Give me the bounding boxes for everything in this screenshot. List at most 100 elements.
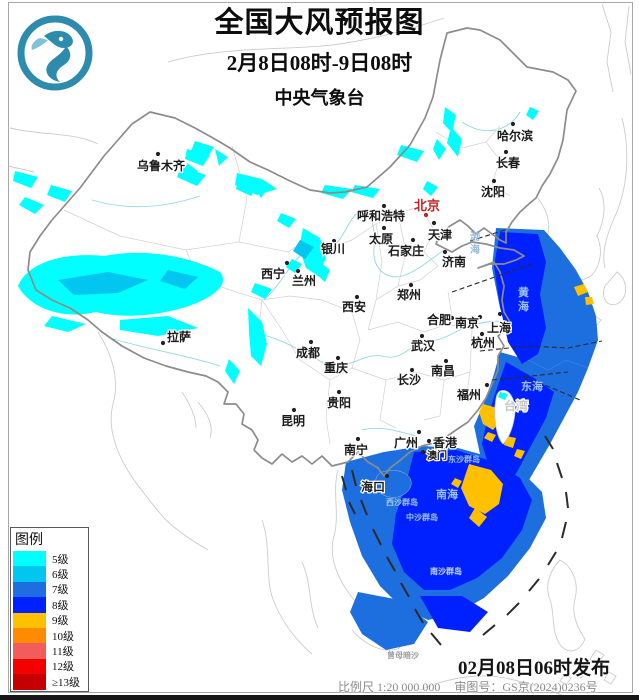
city-label: 香港 (432, 435, 458, 450)
legend-row: 6级 (11, 566, 88, 582)
legend-swatch (13, 597, 46, 613)
china-national-border (27, 27, 577, 477)
city-dot (331, 238, 337, 244)
city-dot (442, 249, 448, 255)
sea-area-label: 南海 (436, 487, 458, 501)
city-dot (408, 282, 414, 288)
city-dot (381, 225, 387, 231)
city-dot (416, 429, 422, 435)
legend-label: 10级 (52, 630, 74, 643)
wind-area-level6 (58, 240, 314, 295)
sea-area-label: 东沙群岛 (448, 454, 480, 464)
legend-swatch (13, 674, 46, 690)
city-dot (284, 260, 290, 266)
legend-label: 5级 (52, 553, 69, 566)
city-label: 杭州 (471, 335, 495, 350)
legend-label: 8级 (52, 599, 69, 612)
city-label: 西宁 (261, 266, 285, 281)
city-dot (426, 438, 432, 444)
legend-row: 5级 (11, 551, 88, 567)
city-dot (420, 449, 426, 455)
legend-label: ≥13级 (52, 676, 81, 689)
city-label: 合肥 (427, 312, 451, 327)
sea-area-label: 东海 (521, 379, 543, 393)
city-dot (443, 358, 449, 364)
nine-dash-line (341, 435, 569, 646)
city-label: 贵阳 (327, 395, 351, 410)
legend-row: 12级 (11, 658, 88, 675)
legend-label: 9级 (52, 615, 69, 628)
legend-swatch (13, 627, 46, 644)
city-dot (510, 121, 516, 127)
city-label: 台湾 (504, 398, 528, 413)
legend-swatch (13, 551, 46, 567)
city-dot (503, 149, 509, 155)
map-scale: 比例尺 1:20 000 000 (338, 680, 441, 694)
legend: 图例 5级 6级 7级 8级 9级 10级 11级 12级 ≥13级 (10, 527, 89, 692)
city-dot (381, 203, 387, 209)
city-label: 南京 (455, 315, 479, 330)
publish-time: 02月08日06时发布 (458, 658, 611, 679)
city-dot (491, 178, 497, 184)
city-label: 上海 (487, 320, 511, 335)
city-dot (409, 367, 415, 373)
city-dot (477, 314, 483, 320)
legend-label: 12级 (52, 661, 74, 674)
city-label: 济南 (442, 254, 466, 269)
city-label: 乌鲁木齐 (137, 158, 186, 173)
maritime-dashed-lines (341, 228, 603, 646)
city-dot (479, 331, 485, 337)
legend-row: 10级 (11, 627, 88, 644)
legend-label: 7级 (52, 584, 69, 597)
wind-area-level9 (451, 284, 594, 527)
taiwan-island (494, 390, 516, 445)
city-label: 海口 (361, 479, 385, 494)
city-label: 西安 (342, 299, 366, 314)
city-label: 北京 (414, 198, 440, 213)
legend-label: 6级 (52, 569, 69, 582)
city-label: 福州 (456, 387, 481, 402)
legend-swatch (13, 658, 46, 675)
city-label: 成都 (296, 345, 320, 360)
city-dot (336, 389, 342, 395)
city-dot (431, 220, 437, 226)
city-label: 兰州 (292, 273, 316, 288)
city-label: 武汉 (411, 338, 436, 353)
legend-swatch (13, 612, 46, 628)
city-label: 长沙 (397, 372, 421, 387)
city-dot (449, 315, 455, 321)
legend-label: 11级 (52, 646, 74, 659)
city-label: 呼和浩特 (357, 208, 405, 223)
legend-row: 11级 (11, 643, 88, 659)
city-dot (291, 407, 297, 413)
legend-swatch (13, 581, 46, 598)
map-frame-border (8, 2, 633, 693)
legend-row: 8级 (11, 597, 88, 613)
city-label: 昆明 (281, 414, 305, 428)
city-dot (410, 237, 416, 243)
city-dot (160, 340, 166, 346)
sea-area-label: 渤海 (470, 230, 480, 256)
cma-logo (14, 12, 96, 94)
hainan-island (375, 470, 412, 498)
city-dot (419, 333, 425, 339)
legend-swatch (13, 643, 46, 659)
city-label: 哈尔滨 (497, 128, 533, 143)
city-dot (155, 151, 161, 157)
city-dot (335, 355, 341, 361)
sea-area-label: 南沙群岛 (430, 566, 462, 576)
cma-logo-graphic (17, 15, 93, 91)
sea-area-label: 曾母暗沙 (387, 650, 419, 660)
city-label: 南昌 (431, 363, 455, 378)
sea-area-label: 西沙群岛 (386, 497, 418, 507)
foreign-coastlines (7, 3, 632, 700)
sea-area-label: 黄海 (518, 285, 529, 313)
city-dot (295, 268, 301, 274)
legend-row: 7级 (11, 581, 88, 598)
city-label: 沈阳 (481, 184, 505, 199)
city-label: 南宁 (344, 442, 368, 457)
